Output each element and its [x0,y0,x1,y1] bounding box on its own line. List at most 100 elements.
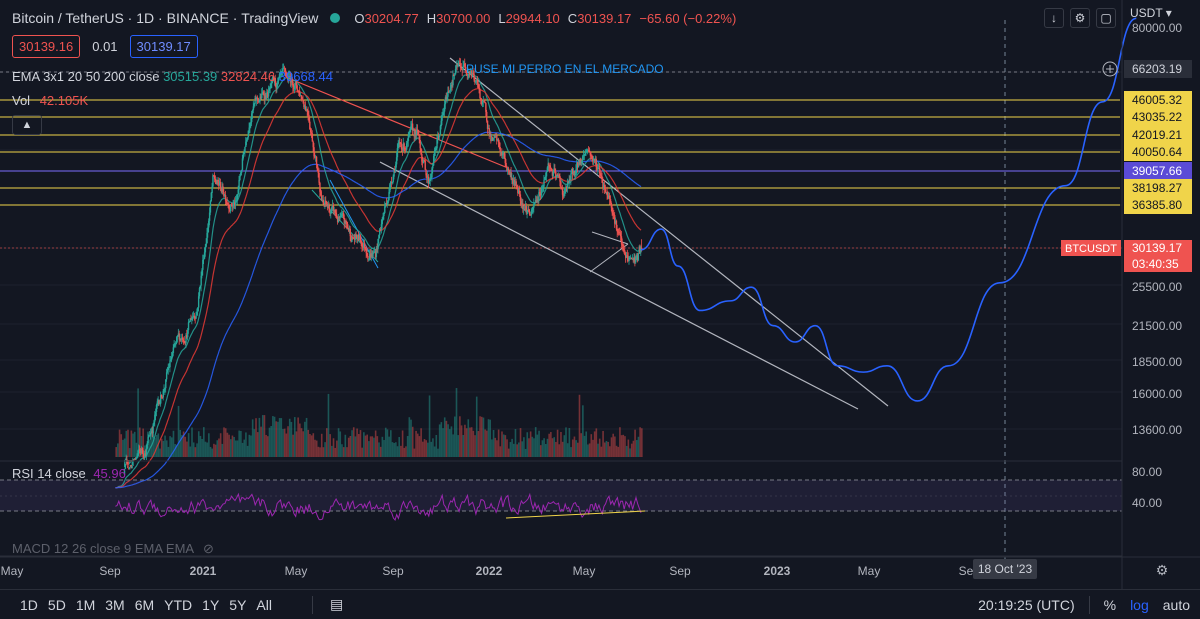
volume-bar [241,442,244,457]
volume-legend[interactable]: Vol 42.105K [12,93,88,108]
sell-button[interactable]: 30139.16 [12,35,81,58]
timeframe-5d[interactable]: 5D [47,596,66,613]
candle-body [458,63,460,66]
candle-body [282,68,284,72]
volume-bar [123,438,126,457]
plus-icon [1102,61,1118,77]
volume-bar [337,428,340,457]
candle-body [125,459,127,464]
candle-body [526,210,528,213]
timeframe-1m[interactable]: 1M [75,596,96,613]
ema-legend[interactable]: EMA 3x1 20 50 200 close 30515.39 32824.4… [12,69,333,84]
candle-body [133,458,136,460]
horizontal-levels[interactable] [0,99,1120,206]
candle-body [506,166,508,171]
clock[interactable]: 20:19:25 (UTC) [978,597,1075,613]
settings-button[interactable]: ⚙ [1070,8,1090,28]
candle-body [285,72,287,77]
timeframe-3m[interactable]: 3M [105,596,125,613]
ema50-value: 32824.46 [220,69,276,84]
candle-body [231,205,234,207]
candle-body [329,212,331,214]
timeframe-1y[interactable]: 1Y [202,596,220,613]
candle-body [442,112,444,116]
volume-bar [373,437,375,457]
candle-body [371,253,373,257]
volume-bar [170,437,173,457]
gear-icon: ⚙ [1074,11,1086,25]
timeframe-6m[interactable]: 6M [134,596,155,613]
symbol-header[interactable]: Bitcoin / TetherUS · 1D · BINANCE · Trad… [12,8,736,28]
candle-body [571,169,573,174]
price-level-box [1124,196,1192,214]
candle-body [143,453,145,458]
candle-body [604,189,607,193]
candle-body [502,154,504,156]
candle-body [541,187,544,189]
candle-body [212,175,214,187]
trend-channel[interactable] [287,57,889,410]
volume-bar [142,428,144,457]
candle-body [460,68,463,70]
candle-body [294,82,297,86]
candle-body [554,168,556,172]
volume-bar [361,447,363,457]
volume-bar [267,436,269,457]
percent-toggle[interactable]: % [1103,597,1117,613]
interval-label[interactable]: 1D [136,10,155,26]
projection-line[interactable]: PUSE MI PERRO EN EL MERCADO [466,17,1137,402]
candle-body [166,370,169,373]
timeframe-1d[interactable]: 1D [20,596,38,613]
volume-bar [233,436,235,457]
auto-toggle[interactable]: auto [1162,597,1190,613]
market-status-icon [330,13,341,23]
rsi-band [0,480,1122,511]
volume-bar [154,437,156,457]
candle-body [303,101,305,108]
candle-body [488,128,490,135]
calendar-icon[interactable]: ▤ [330,596,344,612]
collapse-legend-button[interactable]: ▲ [12,115,42,135]
volume-bar [521,441,524,457]
candle-body [256,97,258,101]
time-tick-label: 2023 [764,564,791,578]
timeframe-ytd[interactable]: YTD [164,596,193,613]
maximize-button[interactable]: ▢ [1096,8,1116,28]
move-down-button[interactable]: ↓ [1044,8,1064,28]
candle-body [561,188,563,190]
buy-button[interactable]: 30139.17 [129,35,198,58]
candle-body [184,342,186,344]
volume-bar [568,428,571,457]
candle-body [179,338,181,340]
timeframe-all[interactable]: All [256,596,272,613]
candle-body [229,209,231,212]
candle-body [377,238,379,250]
candle-body [524,206,527,210]
candle-body [516,185,518,187]
eye-slash-icon[interactable]: ⊘ [202,541,214,556]
macd-legend[interactable]: MACD 12 26 close 9 EMA EMA ⊘ [12,541,214,557]
candle-body [252,106,255,111]
rsi-legend[interactable]: RSI 14 close 45.96 [12,466,126,481]
symbol-name[interactable]: Bitcoin / TetherUS [12,10,124,26]
volume-bar [570,447,572,457]
volume-bar [635,440,638,457]
volume-bar [464,424,466,457]
volume-bar [209,446,212,457]
log-toggle[interactable]: log [1130,597,1149,613]
separator: · [154,10,167,26]
candle-body [564,191,566,194]
candle-body [607,195,609,198]
volume-bar [214,444,217,457]
candle-body [448,91,450,93]
rsi-tick-label: 80.00 [1132,465,1162,479]
candle-body [272,76,275,81]
volume-bar [566,443,569,457]
timeframe-5y[interactable]: 5Y [229,596,247,613]
candle-body [557,175,560,177]
currency-selector[interactable]: USDT ▾ [1130,6,1172,20]
candle-body [291,77,293,82]
volume-bar [558,444,561,457]
candle-body [467,74,469,76]
